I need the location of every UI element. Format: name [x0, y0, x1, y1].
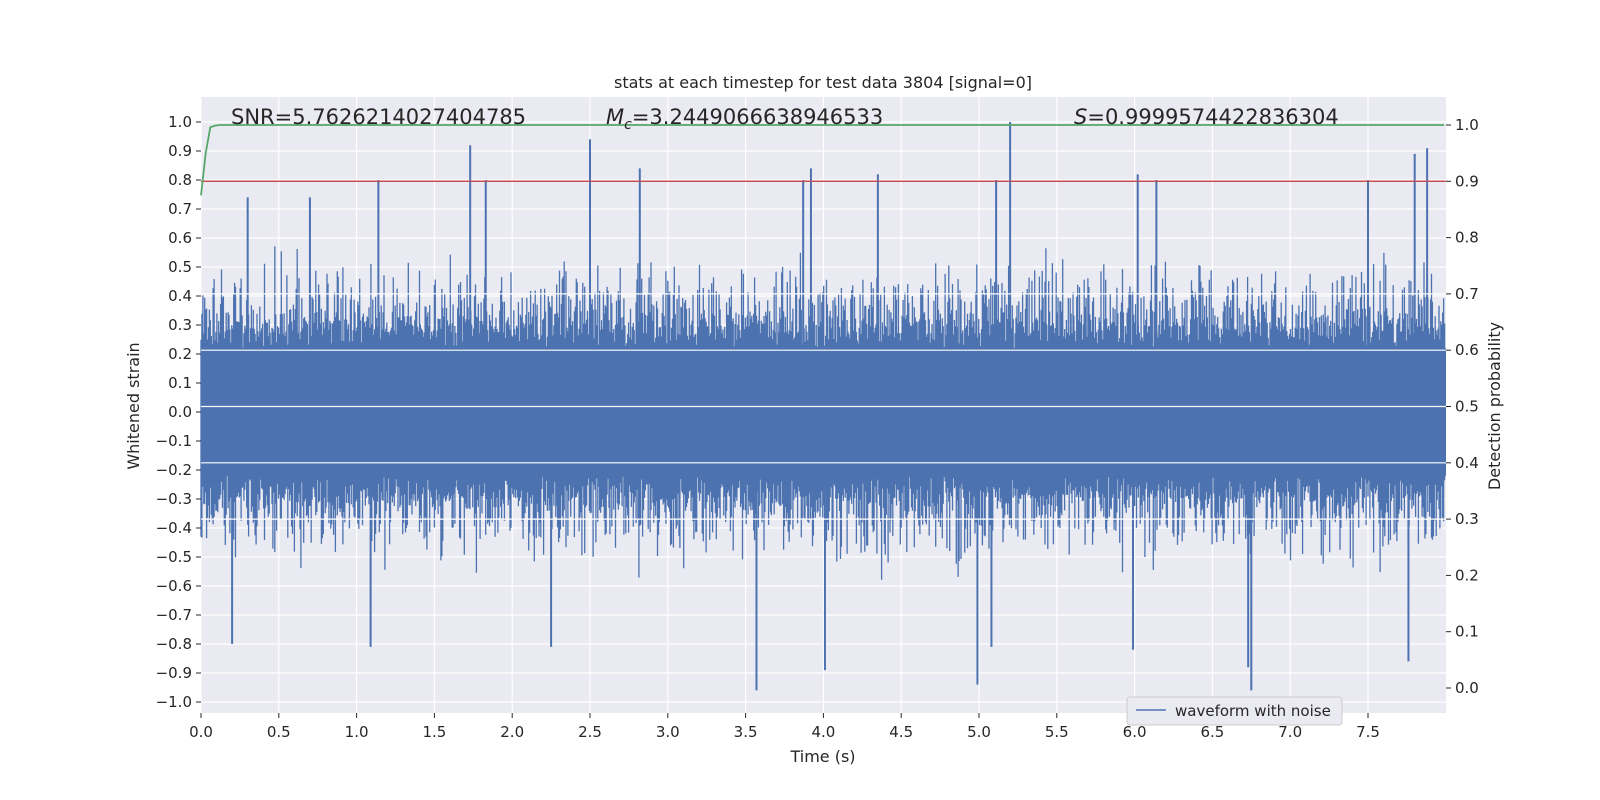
- x-axis-label: Time (s): [789, 747, 855, 766]
- legend-box: [1126, 696, 1343, 726]
- x-tick-label: 0.0: [189, 723, 213, 741]
- y2-tick-label: 0.7: [1455, 285, 1479, 303]
- y2-tick-label: 0.8: [1455, 229, 1479, 247]
- y2-tick-label: 0.2: [1455, 566, 1479, 584]
- axis-ticks: 0.0 0.5 1.0 1.5 2.0 2.5 3.0 3.5 4.0 4.5 5.0 5.5 6.0 6…: [156, 113, 1479, 741]
- y-tick-label: −0.6: [156, 577, 192, 595]
- s-value: =0.9999574422836304: [1087, 105, 1338, 129]
- y-tick-label: 0.8: [168, 171, 192, 189]
- y-tick-label: −0.8: [156, 635, 192, 653]
- y2-axis-label: Detection probability: [1485, 322, 1504, 490]
- mc-value: =3.2449066638946533: [632, 105, 883, 129]
- y-tick-label: 0.3: [168, 316, 192, 334]
- x-tick-label: 0.5: [267, 723, 291, 741]
- probability-overlay: [200, 124, 1446, 520]
- s-symbol: S: [1074, 105, 1087, 129]
- x-tick-label: 5.5: [1045, 723, 1069, 741]
- y-tick-label: 0.4: [168, 287, 192, 305]
- x-tick-label: 6.5: [1200, 723, 1224, 741]
- y2-tick-label: 0.6: [1455, 341, 1479, 359]
- x-tick-label: 1.5: [422, 723, 446, 741]
- y-tick-label: 0.9: [168, 142, 192, 160]
- mc-symbol: M: [606, 105, 624, 129]
- x-tick-label: 2.0: [500, 723, 524, 741]
- y-tick-label: 0.6: [168, 229, 192, 247]
- y-tick-label: 0.5: [168, 258, 192, 276]
- y2-tick-label: 0.4: [1455, 454, 1479, 472]
- x-tick-label: 4.5: [889, 723, 913, 741]
- y2-tick-label: 0.9: [1455, 172, 1479, 190]
- x-tick-label: 6.0: [1123, 723, 1147, 741]
- y-tick-label: −0.1: [156, 432, 192, 450]
- y-tick-label: −0.9: [156, 664, 192, 682]
- waveform-core: [201, 348, 1446, 476]
- y-tick-label: −1.0: [156, 693, 192, 711]
- mc-annotation: Mc=3.2449066638946533: [606, 105, 883, 133]
- y-tick-label: 0.1: [168, 374, 192, 392]
- legend-label: waveform with noise: [1175, 702, 1331, 720]
- snr-annotation: SNR=5.7626214027404785: [231, 105, 526, 129]
- y-tick-label: −0.2: [156, 461, 192, 479]
- x-tick-label: 2.5: [578, 723, 602, 741]
- x-tick-label: 3.0: [656, 723, 680, 741]
- y-axis-label: Whitened strain: [124, 342, 143, 469]
- y-tick-label: −0.5: [156, 548, 192, 566]
- x-tick-label: 5.0: [967, 723, 991, 741]
- x-tick-label: 4.0: [811, 723, 835, 741]
- x-tick-label: 3.5: [734, 723, 758, 741]
- y-tick-label: −0.3: [156, 490, 192, 508]
- waveform-series: [200, 122, 1446, 691]
- y-tick-label: −0.4: [156, 519, 192, 537]
- probability-line: [200, 124, 1445, 196]
- x-tick-label: 1.0: [345, 723, 369, 741]
- y2-tick-label: 0.0: [1455, 679, 1479, 697]
- y-tick-label: 0.2: [168, 345, 192, 363]
- y-tick-label: 0.0: [168, 403, 192, 421]
- y2-tick-label: 0.5: [1455, 398, 1479, 416]
- y-tick-label: 0.7: [168, 200, 192, 218]
- chart-title: stats at each timestep for test data 380…: [614, 73, 1032, 92]
- y2-tick-label: 1.0: [1455, 116, 1479, 134]
- y2-tick-label: 0.1: [1455, 623, 1479, 641]
- y2-tick-label: 0.3: [1455, 510, 1479, 528]
- y-tick-label: −0.7: [156, 606, 192, 624]
- mc-subscript: c: [624, 117, 632, 133]
- y-tick-label: 1.0: [168, 113, 192, 131]
- s-annotation: S=0.9999574422836304: [1074, 105, 1339, 129]
- x-tick-label: 7.0: [1278, 723, 1302, 741]
- legend: waveform with noise: [1126, 696, 1343, 726]
- x-tick-label: 7.5: [1356, 723, 1380, 741]
